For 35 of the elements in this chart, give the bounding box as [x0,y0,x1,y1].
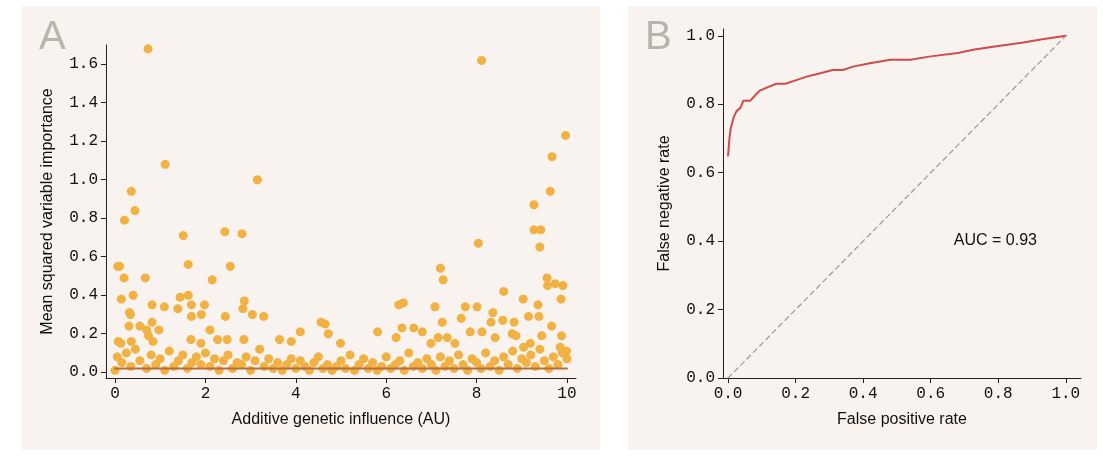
chart-title: B [645,13,672,57]
x-tick-label: 0.4 [848,385,878,403]
x-tick-label: 8 [471,385,482,403]
line-series [727,34,1067,157]
x-tick-label: 0.0 [713,385,743,403]
x-tick-label: 6 [381,385,391,403]
y-tick-label: 0.4 [686,232,715,251]
y-tick-label: 0.0 [69,363,98,382]
y-tick-label: 0.2 [686,300,715,319]
y-tick-label: 0.6 [69,247,98,266]
y-tick-label: 0.0 [686,369,715,387]
y-tick-label: 0.2 [69,324,98,343]
x-tick-label: 0 [110,385,120,403]
y-tick-label: 0.6 [686,163,715,182]
x-axis-title: Additive genetic influence (AU) [231,409,451,427]
x-tick-label: 1.0 [1051,385,1081,403]
y-tick-label: 1.4 [69,93,98,112]
annotation: AUC = 0.93 [953,230,1038,248]
y-tick-label: 1.0 [686,26,715,45]
x-tick-label: 2 [200,385,211,403]
y-tick-label: 0.8 [686,95,715,114]
y-tick-label: 1.6 [69,55,98,74]
y-tick-label: 0.4 [69,286,98,305]
x-tick-label: 0.2 [781,385,811,403]
chart-title: A [39,13,66,57]
x-tick-label: 4 [291,385,301,403]
y-tick-label: 1.2 [69,132,98,151]
x-tick-label: 10 [557,385,577,403]
y-axis-title: Mean squared variable importance [37,88,55,335]
x-tick-label: 0.6 [916,385,946,403]
x-tick-label: 0.8 [983,385,1013,403]
y-tick-label: 1.0 [69,170,98,189]
x-axis-title: False positive rate [837,409,968,427]
y-axis-title: False negative rate [654,135,672,272]
y-tick-label: 0.8 [69,209,98,228]
